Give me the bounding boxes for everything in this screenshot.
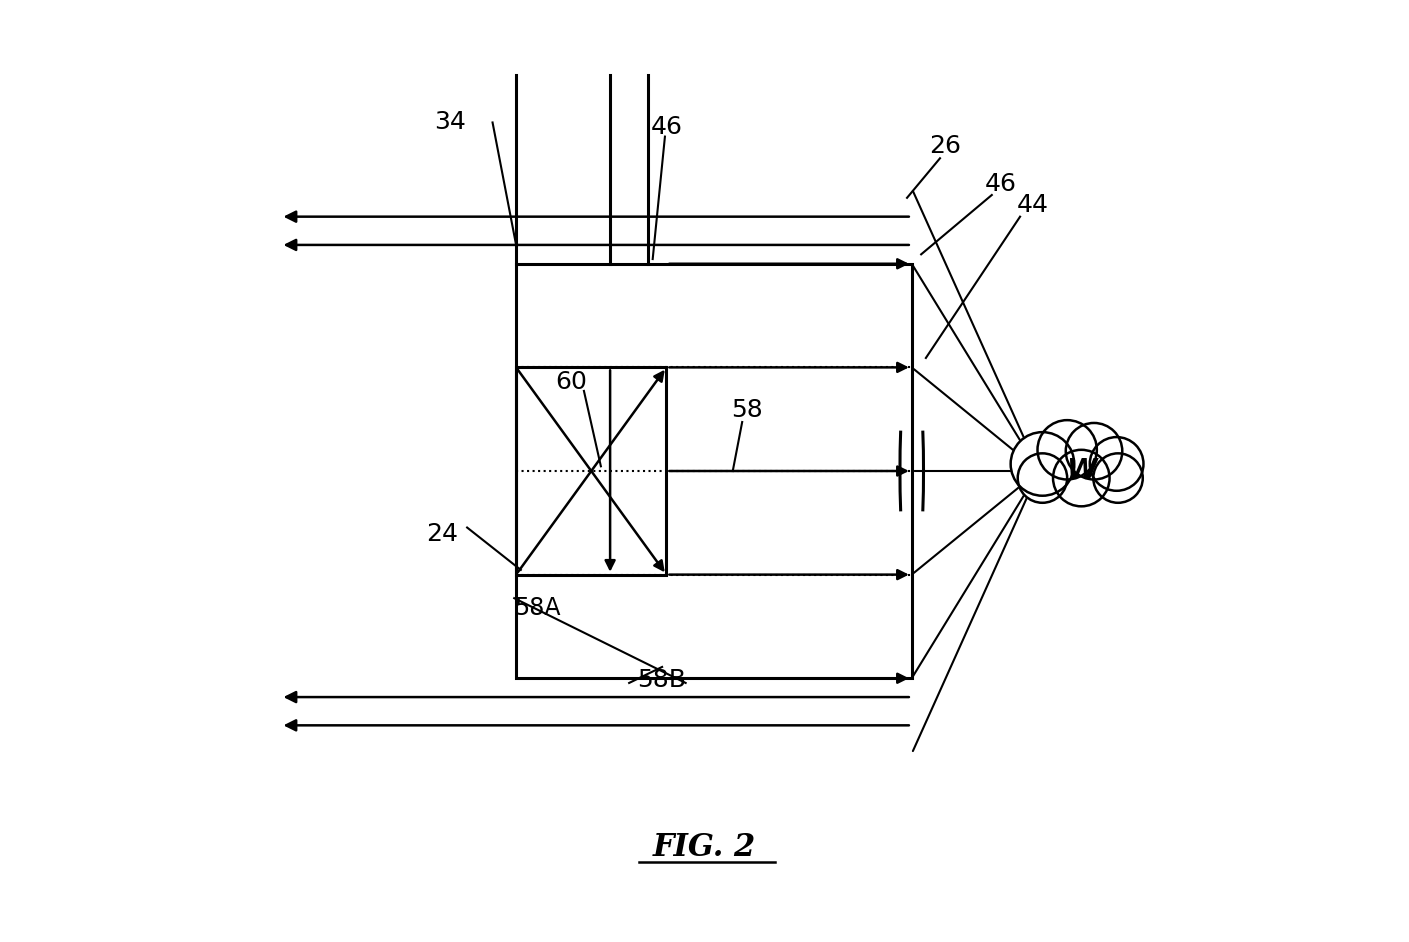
Text: 58B: 58B bbox=[638, 668, 686, 692]
Circle shape bbox=[1053, 450, 1109, 507]
Circle shape bbox=[1093, 453, 1143, 503]
Bar bbox=[516, 367, 666, 575]
Circle shape bbox=[1010, 432, 1074, 495]
Circle shape bbox=[1089, 437, 1144, 491]
Text: 58: 58 bbox=[731, 398, 762, 422]
Text: 34: 34 bbox=[434, 110, 466, 135]
Bar bbox=[516, 264, 912, 678]
Circle shape bbox=[1037, 420, 1096, 479]
Text: 46: 46 bbox=[651, 115, 683, 139]
Text: W: W bbox=[1067, 457, 1096, 485]
Text: 46: 46 bbox=[985, 171, 1017, 196]
Text: 60: 60 bbox=[555, 369, 586, 394]
Circle shape bbox=[1065, 423, 1123, 479]
Text: 24: 24 bbox=[427, 522, 458, 546]
Text: 44: 44 bbox=[1016, 193, 1048, 218]
Text: 26: 26 bbox=[929, 134, 961, 158]
Text: FIG. 2: FIG. 2 bbox=[652, 833, 757, 863]
Text: 58A: 58A bbox=[514, 595, 561, 620]
Circle shape bbox=[1017, 453, 1067, 503]
